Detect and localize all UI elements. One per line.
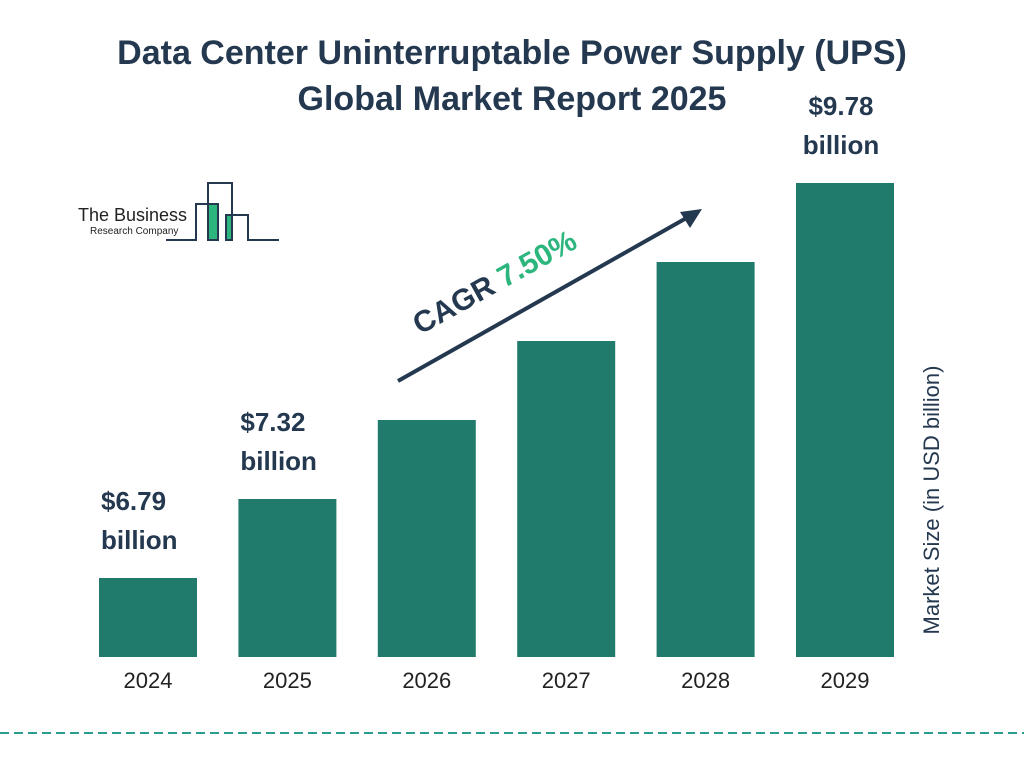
logo-text-2: Research Company: [90, 226, 179, 237]
chart-title: Data Center Uninterruptable Power Supply…: [0, 30, 1024, 122]
logo-text-1: The Business: [78, 205, 188, 225]
x-tick-label: 2029: [821, 668, 870, 693]
data-label: billion: [803, 130, 880, 160]
data-label: billion: [101, 525, 178, 555]
cagr-arrow: [397, 214, 691, 383]
x-tick-label: 2025: [263, 668, 312, 693]
title-line-2: Global Market Report 2025: [297, 80, 727, 118]
cagr-annotation: CAGR 7.50%: [407, 224, 582, 341]
bar-2025: [238, 499, 337, 657]
x-tick-label: 2024: [124, 668, 173, 693]
x-tick-label: 2027: [542, 668, 591, 693]
data-label: $6.79: [101, 486, 166, 516]
x-tick-label: 2028: [681, 668, 730, 693]
y-axis-label: Market Size (in USD billion): [919, 365, 944, 635]
logo-icon: [166, 182, 279, 241]
data-label: $9.78: [808, 91, 873, 121]
bar-2024: [99, 578, 197, 657]
cagr-arrowhead: [680, 209, 702, 228]
bar-2026: [377, 420, 476, 657]
bar-2028: [656, 262, 755, 657]
data-label: billion: [240, 446, 317, 476]
data-label: $7.32: [240, 407, 305, 437]
bar-2029: [796, 183, 894, 657]
title-line-1: Data Center Uninterruptable Power Supply…: [117, 34, 907, 72]
x-tick-label: 2026: [402, 668, 451, 693]
bar-2027: [517, 341, 616, 657]
